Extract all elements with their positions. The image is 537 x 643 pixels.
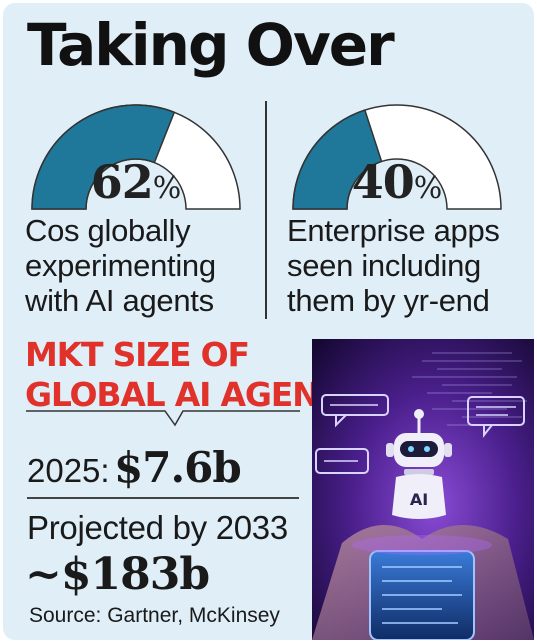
page-title: Taking Over [27,11,395,79]
ai-agent-illustration: AI [312,339,534,640]
gauge-svg [292,104,502,210]
projection-value: ~$183b [25,549,210,600]
gauge-value: 40% [286,155,508,209]
market-size-2025-label: 2025: [27,452,110,489]
market-size-2025-value: $7.6b [114,443,242,492]
ai-robot-image: AI [312,339,534,640]
gauge-companies-experimenting: 62% [25,99,247,211]
source-note: Source: Gartner, McKinsey [29,604,280,627]
gauge-svg [31,104,241,210]
gauge-value: 62% [25,155,247,209]
ai-badge-text: AI [410,490,428,509]
gauge-fill [292,109,383,210]
vertical-divider [265,101,267,319]
gauge-value-unit: % [413,171,443,206]
market-size-2025: 2025: $7.6b [27,443,242,492]
gauge-value-number: 62 [90,155,154,209]
gauge-caption: Enterprise apps seen including them by y… [287,213,500,318]
infographic-card: Taking Over 62% Cos globally experimenti… [3,3,534,640]
speech-bubble-line [26,410,300,427]
projection-label: Projected by 2033 [27,509,288,546]
gauge-value-number: 40 [351,155,415,209]
gauge-fill [31,104,176,210]
gauge-value-unit: % [152,171,182,206]
gauge-enterprise-apps: 40% [286,99,508,211]
gauge-caption: Cos globally experimenting with AI agent… [25,213,216,318]
horizontal-divider [27,497,299,499]
